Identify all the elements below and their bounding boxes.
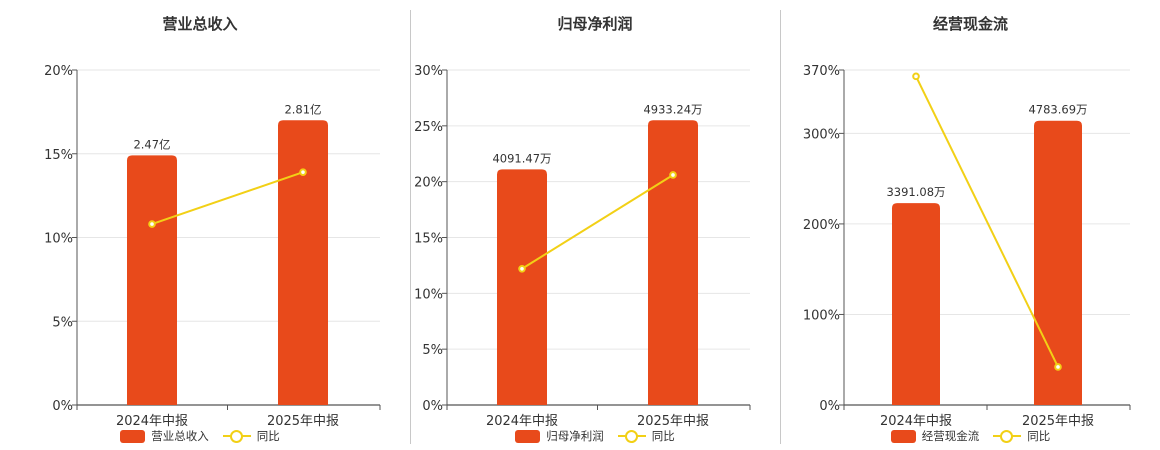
legend-bar-swatch — [120, 429, 146, 443]
chart-title: 归母净利润 — [557, 15, 633, 33]
legend-item-line[interactable]: 同比 — [993, 428, 1050, 444]
legend-item-bar[interactable]: 营业总收入 — [120, 428, 209, 444]
y-tick-label: 25% — [414, 120, 443, 135]
legend-label: 同比 — [256, 429, 280, 443]
y-tick-label: 200% — [803, 218, 840, 233]
x-category-label: 2024年中报 — [880, 414, 952, 429]
yoy-line — [915, 75, 1059, 368]
y-tick-label: 0% — [52, 399, 73, 414]
yoy-point — [148, 220, 156, 228]
y-tick-label: 5% — [422, 343, 443, 358]
yoy-line — [151, 171, 304, 226]
chart-panel-operating-cash-flow: 经营现金流 370% 300% 200% 100% 0% 3391.08万 4783.69万… — [781, 0, 1160, 450]
legend-item-line[interactable]: 同比 — [222, 428, 280, 444]
x-category-label: 2025年中报 — [1022, 414, 1094, 429]
bar-data-label: 3391.08万 — [886, 185, 945, 199]
y-tick-label: 15% — [44, 148, 73, 163]
y-tick-label: 5% — [52, 315, 73, 330]
legend-label: 营业总收入 — [151, 429, 209, 443]
legend-line-swatch — [222, 429, 251, 443]
yoy-point — [518, 264, 526, 273]
legend-bar-swatch — [890, 429, 916, 443]
bar-data-label: 2.47亿 — [133, 137, 170, 151]
legend: 经营现金流 同比 — [781, 428, 1160, 444]
y-tick-label: 0% — [819, 399, 840, 414]
chart-title: 经营现金流 — [932, 15, 1008, 33]
y-tick-label: 0% — [422, 399, 443, 414]
x-category-label: 2025年中报 — [267, 414, 339, 429]
y-tick-label: 20% — [44, 64, 73, 79]
yoy-line — [521, 174, 674, 270]
bar — [648, 120, 698, 405]
bar-data-label: 4783.69万 — [1028, 103, 1087, 117]
panel-divider — [780, 10, 781, 444]
legend-item-bar[interactable]: 归母净利润 — [515, 428, 604, 444]
legend-bar-swatch — [515, 429, 541, 443]
bar — [127, 155, 177, 405]
x-category-label: 2024年中报 — [116, 414, 188, 429]
chart-panel-net-profit: 归母净利润 30% 25% 20% 15% 10% 5% 0% 4091.47万 4933.24… — [410, 0, 780, 450]
bar — [892, 203, 940, 405]
bar-data-label: 2.81亿 — [284, 102, 321, 116]
bar-data-label: 4933.24万 — [643, 102, 702, 116]
legend-line-swatch — [617, 429, 646, 443]
chart-svg: 370% 300% 200% 100% 0% 3391.08万 4783.69万 2024年中… — [803, 64, 1131, 429]
chart-svg: 30% 25% 20% 15% 10% 5% 0% 4091.47万 4933.24万 2024年… — [414, 64, 751, 429]
legend-label: 同比 — [651, 429, 675, 443]
legend-label: 经营现金流 — [921, 429, 980, 443]
yoy-point — [1054, 363, 1062, 371]
chart-svg: 20% 15% 10% 5% 0% 2.47亿 2.81亿 2024年中报 2025年中报 — [44, 64, 381, 429]
bar — [1034, 120, 1082, 406]
yoy-point — [912, 72, 920, 81]
y-tick-label: 20% — [414, 176, 443, 191]
legend-label: 归母净利润 — [546, 429, 604, 443]
y-tick-label: 370% — [803, 64, 840, 79]
x-category-label: 2024年中报 — [486, 414, 558, 429]
x-category-label: 2025年中报 — [637, 414, 709, 429]
bar — [278, 120, 328, 405]
y-tick-label: 30% — [414, 64, 443, 79]
legend-item-bar[interactable]: 经营现金流 — [890, 428, 980, 444]
legend-line-swatch — [993, 429, 1022, 443]
y-tick-label: 100% — [803, 308, 840, 323]
y-tick-label: 10% — [44, 232, 73, 247]
legend-item-line[interactable]: 同比 — [617, 428, 675, 444]
panel-divider — [410, 10, 411, 444]
yoy-point — [669, 171, 677, 179]
bar-data-label: 4091.47万 — [492, 151, 551, 165]
bar — [497, 169, 547, 405]
yoy-point — [299, 168, 307, 176]
y-tick-label: 10% — [414, 287, 443, 302]
legend: 归母净利润 同比 — [410, 428, 780, 444]
y-tick-label: 15% — [414, 232, 443, 247]
chart-panel-revenue: 营业总收入 20% 15% 10% 5% 0% 2.47亿 2.81亿 2024年中报 2025… — [0, 0, 400, 450]
legend-label: 同比 — [1027, 429, 1051, 443]
legend: 营业总收入 同比 — [0, 428, 400, 444]
chart-title: 营业总收入 — [162, 15, 238, 33]
y-tick-label: 300% — [803, 127, 840, 142]
